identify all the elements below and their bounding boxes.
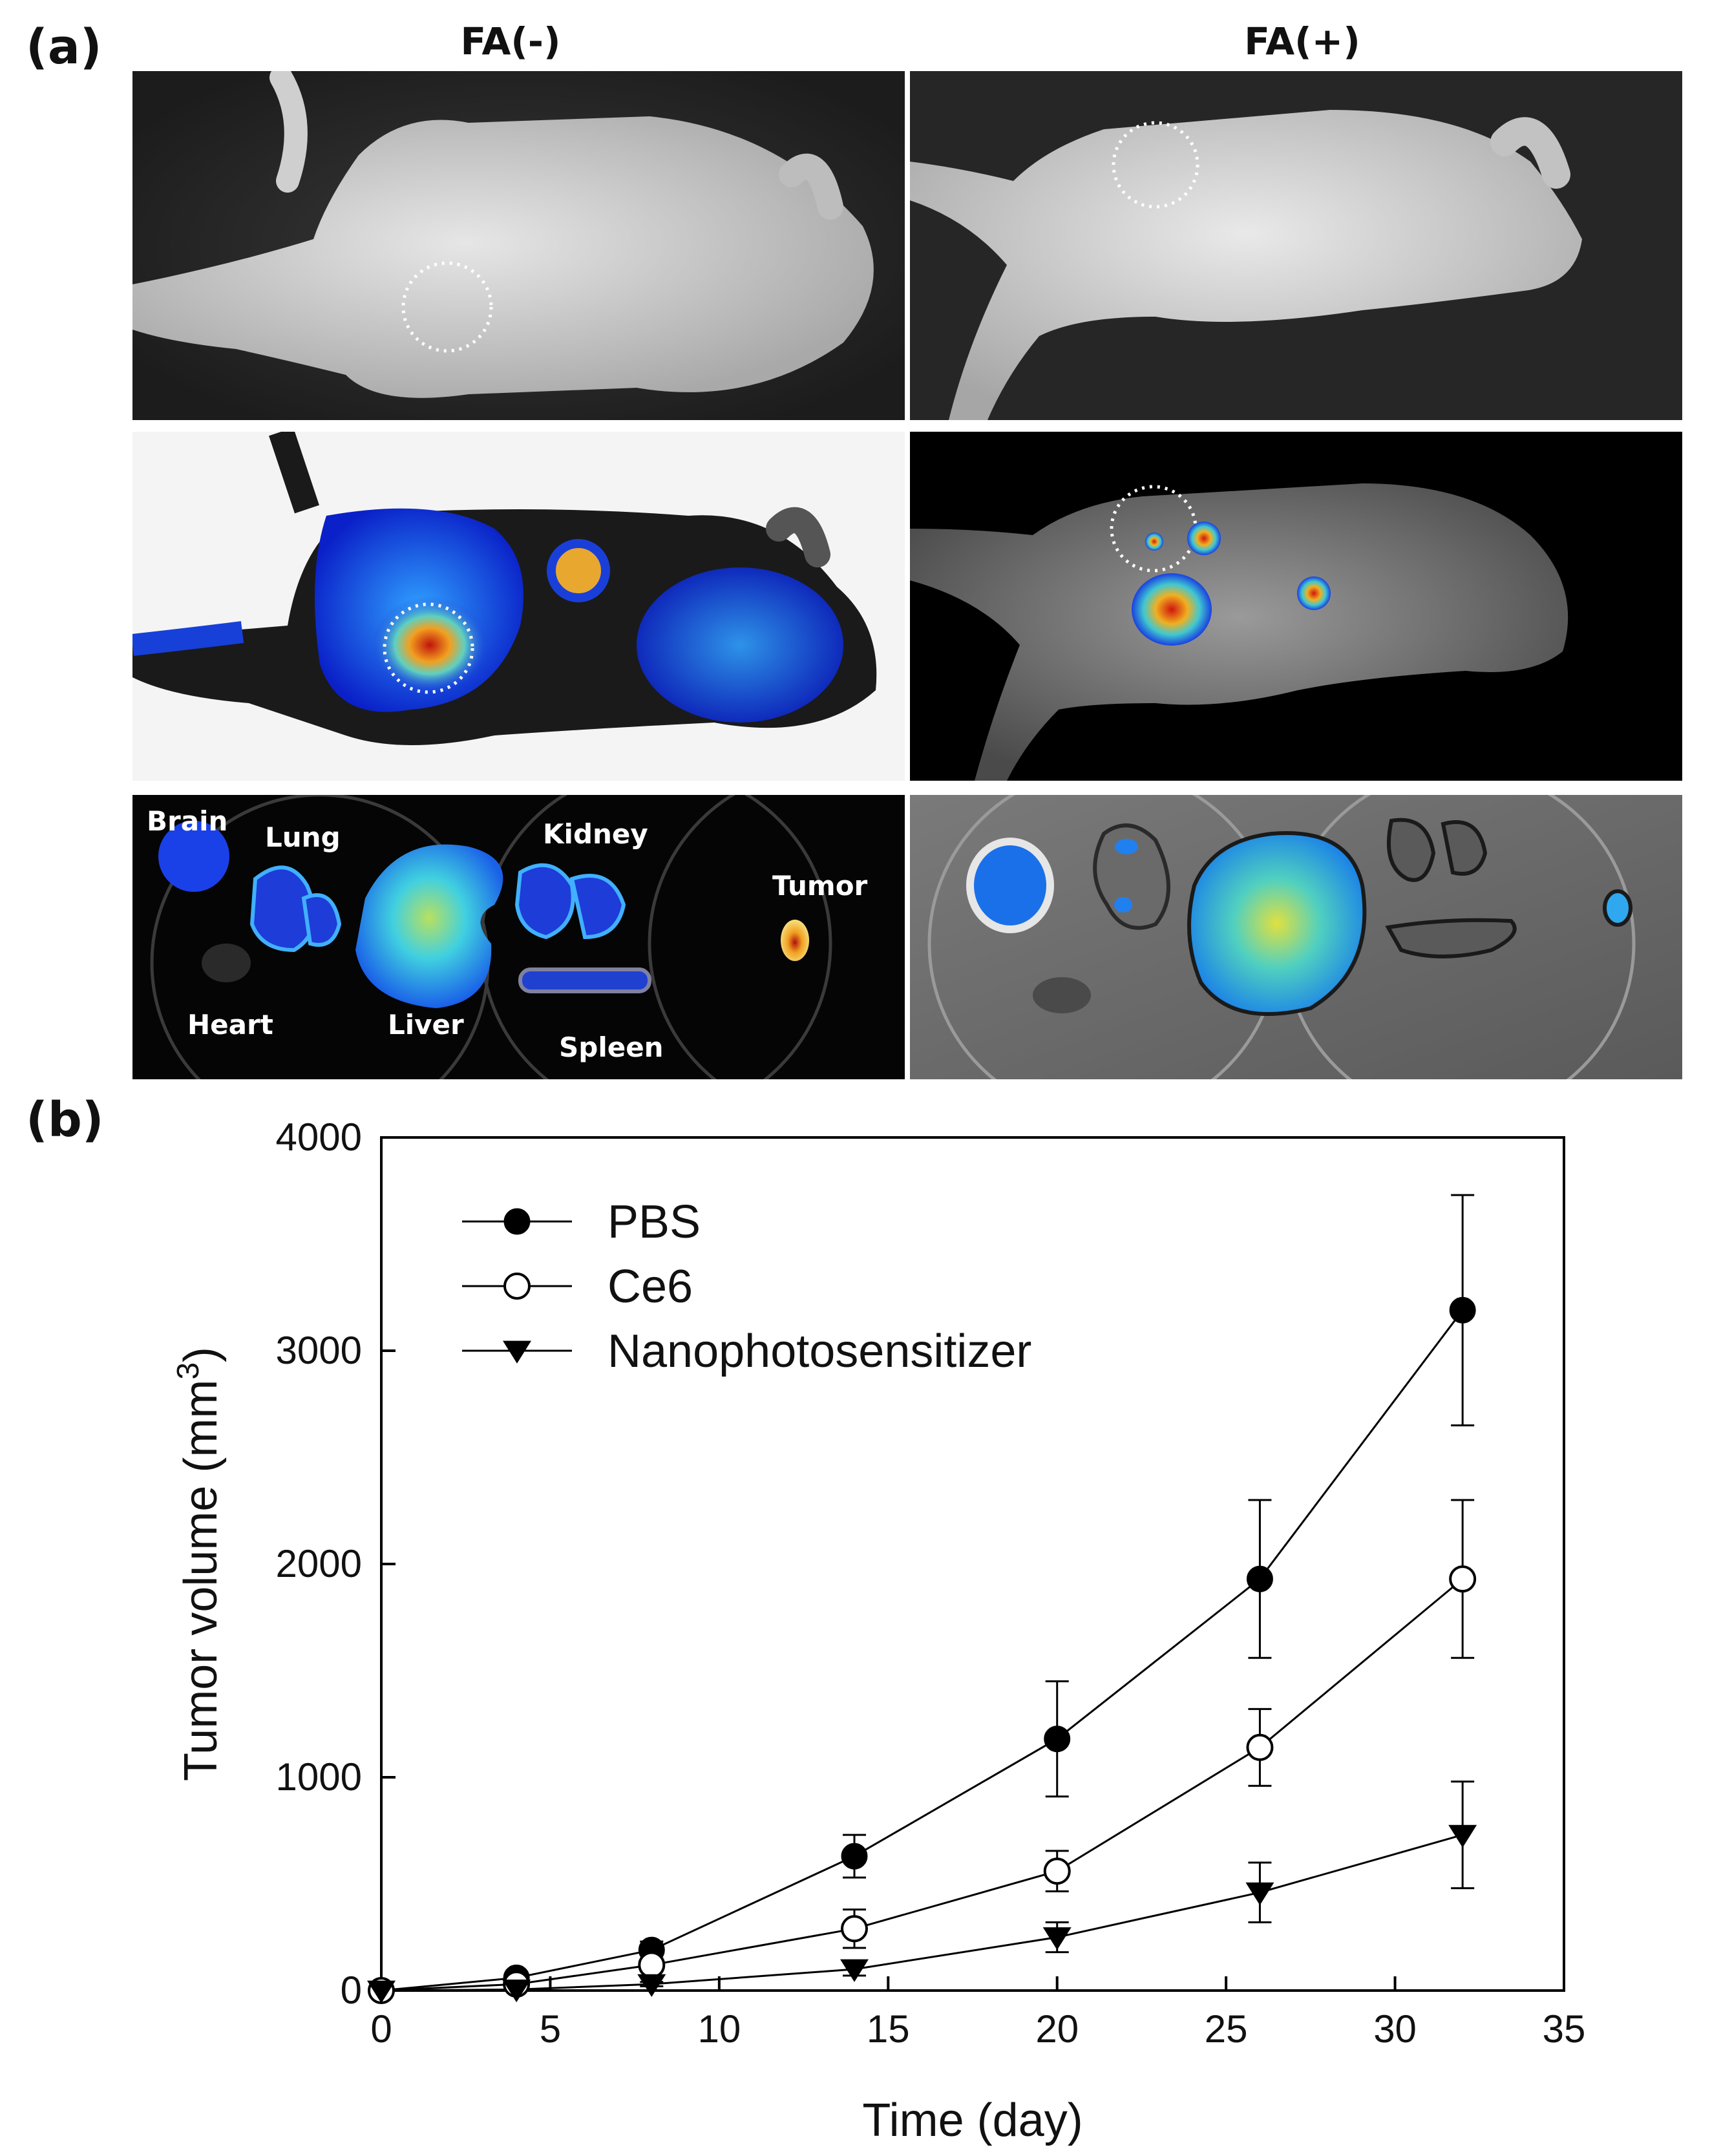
data-point-nanophotosensitizer bbox=[502, 1979, 531, 2003]
legend-label-pbs: PBS bbox=[607, 1196, 701, 1248]
legend-entry-nanophotosensitizer: Nanophotosensitizer bbox=[462, 1326, 1031, 1377]
data-point-ce6 bbox=[1246, 1733, 1274, 1761]
x-axis-label: Time (day) bbox=[862, 2095, 1082, 2146]
data-point-pbs bbox=[1246, 1565, 1273, 1592]
data-point-nanophotosensitizer bbox=[1042, 1927, 1072, 1950]
fluorescence-image-fa-minus bbox=[132, 432, 905, 781]
data-point-ce6 bbox=[841, 1915, 868, 1943]
organ-label-kidney: Kidney bbox=[543, 818, 648, 850]
tumor-volume-chart: 0 5 10 15 20 25 30 35 0 1000 2000 3000 4000 PBS Ce6 Na… bbox=[171, 1115, 1586, 2146]
organ-image-fa-minus: Brain Lung Kidney Tumor Heart Liver Sple… bbox=[132, 795, 905, 1079]
mouse-photo-fa-minus bbox=[132, 71, 905, 420]
data-point-pbs bbox=[1044, 1726, 1071, 1753]
organ-label-heart: Heart bbox=[187, 1009, 273, 1041]
data-point-nanophotosensitizer bbox=[637, 1974, 666, 1997]
organ-label-liver: Liver bbox=[388, 1009, 464, 1041]
fluorescence-image-fa-plus bbox=[910, 432, 1682, 781]
column-title-fa-minus: FA(-) bbox=[460, 19, 561, 63]
organ-label-brain: Brain bbox=[147, 805, 227, 837]
panel-a-label: (a) bbox=[26, 19, 102, 75]
panel-b-label: (b) bbox=[26, 1092, 104, 1148]
legend-entry-ce6: Ce6 bbox=[462, 1261, 693, 1313]
data-point-nanophotosensitizer bbox=[840, 1959, 869, 1982]
y-tick-label: 4000 bbox=[276, 1115, 362, 1159]
data-point-pbs bbox=[1449, 1296, 1476, 1324]
data-point-ce6 bbox=[1449, 1565, 1477, 1593]
x-tick-label: 10 bbox=[697, 2007, 741, 2051]
column-title-fa-plus: FA(+) bbox=[1244, 19, 1360, 63]
series-line-pbs bbox=[381, 1309, 1464, 1992]
y-tick-label: 1000 bbox=[276, 1755, 362, 1799]
y-axis-label: Tumor volume (mm3) bbox=[171, 1347, 227, 1781]
data-point-ce6 bbox=[638, 1951, 666, 1979]
data-point-nanophotosensitizer bbox=[1245, 1882, 1274, 1905]
legend-entry-pbs: PBS bbox=[462, 1196, 701, 1248]
y-tick-label: 3000 bbox=[276, 1329, 362, 1372]
plot-area bbox=[380, 1136, 1565, 1992]
legend-marker-pbs bbox=[503, 1208, 531, 1235]
data-point-ce6 bbox=[1043, 1857, 1071, 1885]
organ-label-lung: Lung bbox=[265, 821, 341, 853]
mouse-photo-fa-plus bbox=[910, 71, 1682, 420]
data-point-pbs bbox=[841, 1843, 868, 1870]
series-line-ce6 bbox=[381, 1578, 1464, 1992]
y-tick-label: 0 bbox=[341, 1969, 362, 2012]
x-tick-label: 30 bbox=[1373, 2007, 1417, 2051]
organ-label-tumor: Tumor bbox=[772, 870, 868, 902]
series-line-nanophotosensitizer bbox=[381, 1834, 1463, 1992]
organ-image-fa-plus bbox=[910, 795, 1682, 1079]
data-point-nanophotosensitizer bbox=[1448, 1824, 1477, 1848]
x-tick-label: 5 bbox=[540, 2007, 561, 2051]
organ-label-spleen: Spleen bbox=[559, 1031, 664, 1063]
y-tick-label: 2000 bbox=[276, 1542, 362, 1585]
legend-label-ce6: Ce6 bbox=[607, 1261, 693, 1313]
legend-label-nanophotosensitizer: Nanophotosensitizer bbox=[607, 1326, 1031, 1377]
legend-marker-ce6 bbox=[503, 1273, 531, 1300]
x-tick-label: 0 bbox=[370, 2007, 392, 2051]
legend-marker-nanophotosensitizer bbox=[503, 1340, 531, 1364]
x-tick-label: 25 bbox=[1205, 2007, 1248, 2051]
data-point-nanophotosensitizer bbox=[367, 1980, 396, 2003]
x-tick-label: 35 bbox=[1543, 2007, 1586, 2051]
x-tick-label: 20 bbox=[1035, 2007, 1079, 2051]
x-tick-label: 15 bbox=[867, 2007, 910, 2051]
